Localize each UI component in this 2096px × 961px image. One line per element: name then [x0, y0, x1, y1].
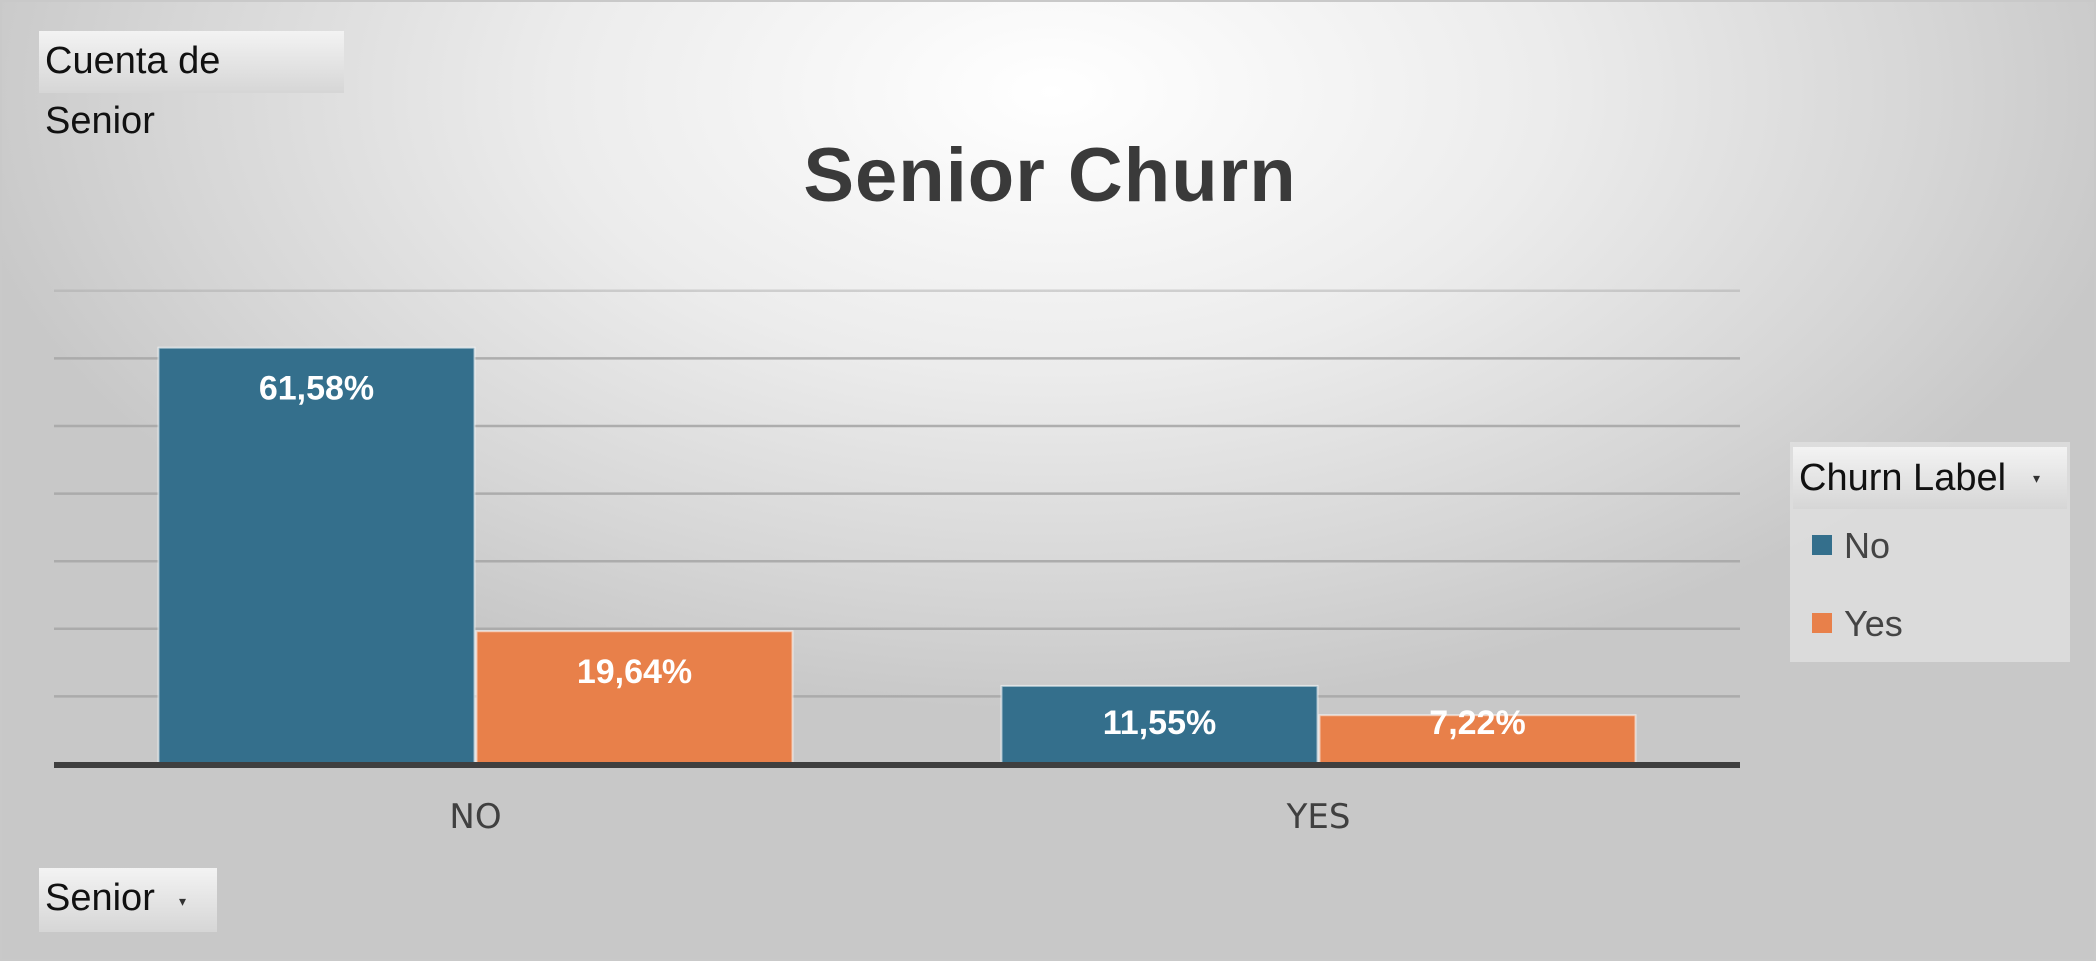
- legend-item-no: No: [1812, 526, 1890, 566]
- legend-item-yes: Yes: [1812, 604, 1903, 644]
- data-label: 61,58%: [259, 370, 374, 408]
- x-tick-label: YES: [1286, 797, 1351, 837]
- bar-yes-no: [475, 630, 794, 765]
- legend: Churn Label ▾ No Yes: [1790, 442, 2070, 662]
- data-label: 7,22%: [1429, 704, 1525, 742]
- chevron-down-icon: ▾: [2033, 470, 2041, 486]
- x-tick-label: NO: [449, 797, 501, 837]
- axis-field-label: Senior: [45, 877, 155, 919]
- bar-no-yes: [1000, 684, 1319, 765]
- legend-swatch-no: [1812, 535, 1832, 556]
- data-label: 11,55%: [1103, 704, 1216, 742]
- axis-field-button[interactable]: Senior ▾: [39, 868, 217, 932]
- bar-no-no: [157, 346, 476, 765]
- chevron-down-icon: ▾: [179, 893, 187, 909]
- legend-label-yes: Yes: [1844, 603, 1903, 644]
- legend-label-no: No: [1844, 525, 1891, 566]
- legend-swatch-yes: [1812, 613, 1832, 634]
- data-label: 19,64%: [577, 653, 692, 691]
- value-field-button[interactable]: Cuenta de Senior: [39, 31, 344, 142]
- legend-title: Churn Label: [1799, 457, 2007, 499]
- legend-field-button[interactable]: Churn Label ▾: [1793, 447, 2067, 509]
- bar-yes-yes: [1318, 714, 1637, 766]
- value-field-label: Cuenta de Senior: [45, 40, 221, 142]
- chart-title: Senior Churn: [803, 133, 1297, 218]
